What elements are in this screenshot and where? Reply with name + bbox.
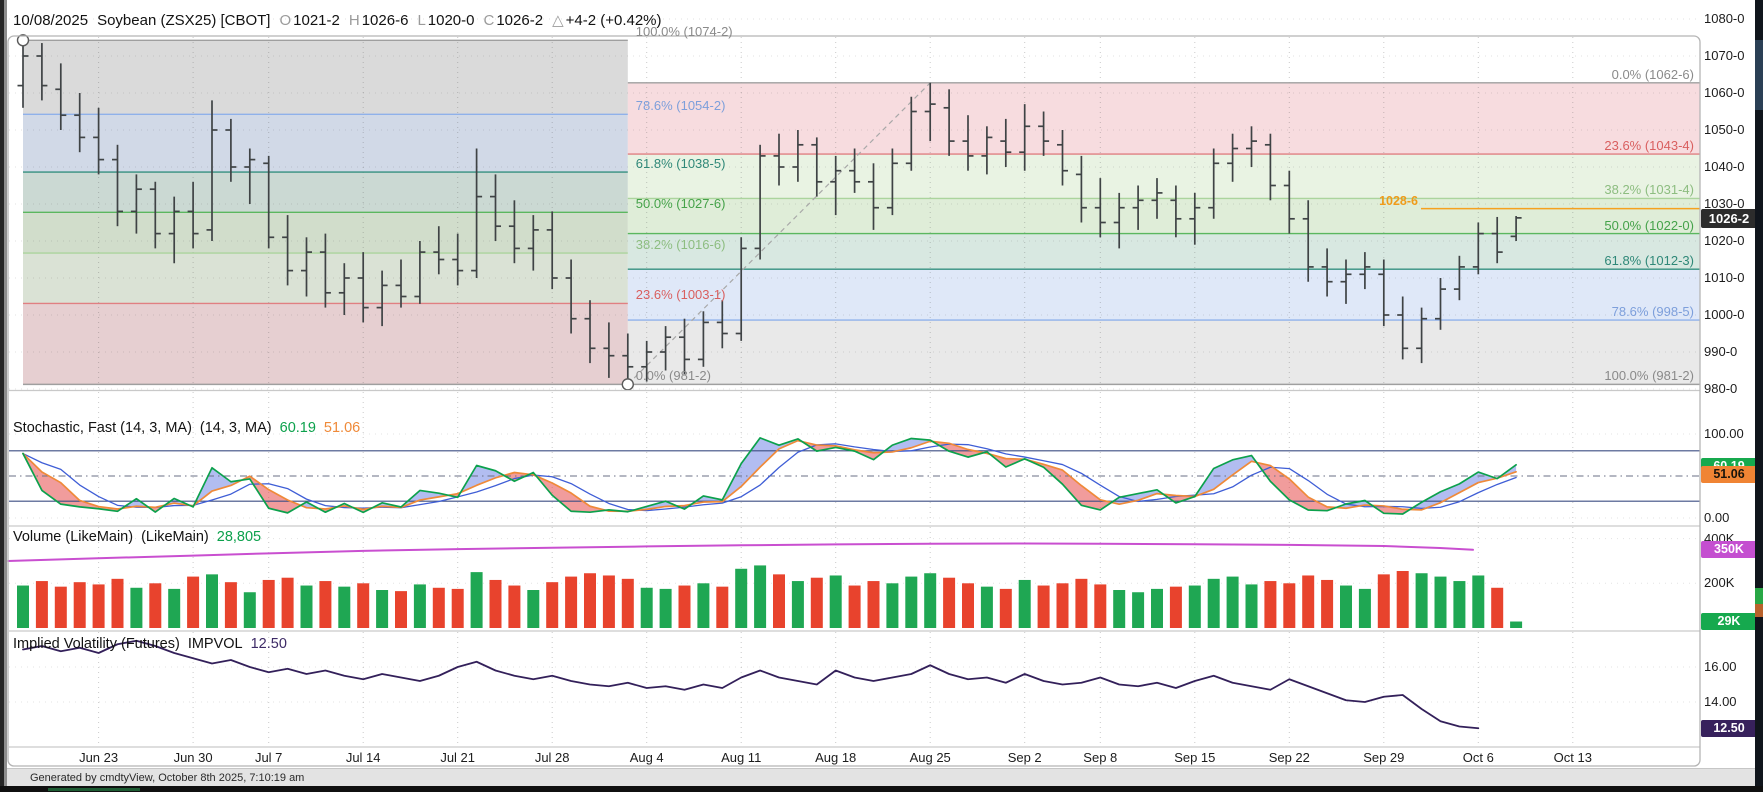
fib-anchor-handles[interactable]: [16, 34, 634, 391]
ohlc-bars[interactable]: [17, 40, 1522, 385]
fib-handle[interactable]: [621, 378, 634, 391]
volume-bars: [17, 565, 1523, 628]
right-collapsed-panel[interactable]: [1755, 0, 1763, 792]
panel-frame: [7, 35, 1701, 767]
stochastic-k-line: [22, 437, 1517, 515]
generated-by-text: Generated by cmdtyView, October 8th 2025…: [30, 772, 305, 784]
left-scrollbar[interactable]: [4, 0, 7, 792]
right-panel-green-mark: [1755, 588, 1763, 604]
right-panel-orange-mark: [1755, 604, 1763, 617]
fib-level-lines[interactable]: [23, 39, 1700, 386]
bottom-taskbar: [0, 786, 1763, 792]
impvol-line: [22, 639, 1480, 730]
grid-lines: [9, 18, 1700, 747]
stochastic-d-line: [22, 439, 1517, 513]
stochastic-slow-line: [22, 443, 1517, 512]
footer-bar: Generated by cmdtyView, October 8th 2025…: [0, 768, 1763, 787]
fib-trend-dashed-line[interactable]: [627, 82, 931, 385]
total-volume-line: [7, 542, 1474, 562]
bottom-taskbar-green-text: [48, 788, 140, 791]
left-window-edge: [0, 0, 4, 792]
right-panel-accent: [1755, 40, 1763, 110]
fib-handle[interactable]: [16, 34, 30, 47]
